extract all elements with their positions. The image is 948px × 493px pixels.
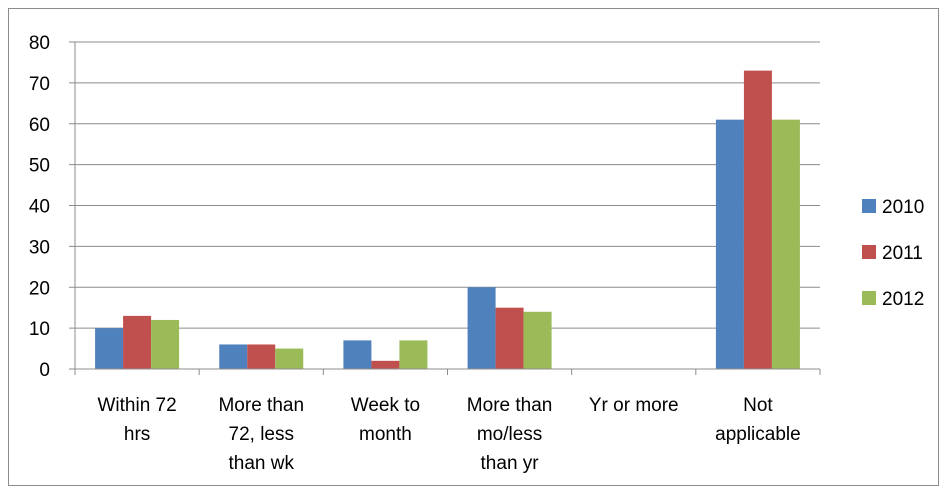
legend-label: 2011 [882, 243, 923, 264]
axes [74, 42, 821, 375]
bar-2012 [275, 348, 304, 369]
y-tick-label: 10 [29, 319, 50, 340]
bar-2010 [95, 328, 124, 369]
x-tick-label: More than mo/less than yr [467, 395, 553, 474]
y-tick-label: 40 [29, 197, 50, 218]
bars [95, 70, 800, 370]
y-tick-label: 60 [29, 115, 50, 136]
x-tick-label: More than 72, less than wk [218, 395, 304, 474]
legend-label: 2010 [882, 197, 924, 218]
legend: 2010 2011 2012 [862, 197, 924, 310]
x-tick-label: Week to month [351, 395, 420, 445]
x-tick-labels: Within 72 hrs More than 72, less than wk Week… [97, 395, 800, 474]
x-tick-label: Yr or more [589, 395, 679, 416]
bar-2011 [495, 307, 524, 369]
y-tick-label: 50 [29, 156, 50, 177]
y-tick-label: 20 [29, 278, 50, 299]
legend-item-2010: 2010 [862, 197, 924, 218]
bar-2010 [715, 119, 744, 369]
bar-2010 [343, 340, 372, 369]
bar-2012 [523, 311, 552, 369]
legend-label: 2012 [882, 289, 924, 310]
bar-2012 [151, 319, 180, 369]
legend-item-2012: 2012 [862, 289, 924, 310]
bar-2012 [399, 340, 428, 369]
legend-swatch [862, 245, 876, 259]
bar-2011 [371, 360, 400, 369]
y-tick-label: 0 [39, 360, 50, 381]
y-tick-labels: 0 10 20 30 40 50 60 70 80 [29, 33, 50, 381]
gridlines [69, 41, 820, 370]
legend-swatch [862, 291, 876, 305]
bar-2011 [247, 344, 276, 369]
bar-2012 [771, 119, 800, 369]
legend-item-2011: 2011 [862, 243, 923, 264]
y-tick-label: 80 [29, 33, 50, 54]
y-tick-label: 70 [29, 74, 50, 95]
x-tick-label: Not applicable [715, 395, 801, 445]
bar-2011 [743, 70, 772, 370]
x-tick-label: Within 72 hrs [97, 395, 176, 445]
legend-swatch [862, 199, 876, 213]
y-tick-label: 30 [29, 237, 50, 258]
bar-2010 [219, 344, 248, 369]
bar-2011 [123, 315, 152, 369]
bar-2010 [467, 287, 496, 369]
